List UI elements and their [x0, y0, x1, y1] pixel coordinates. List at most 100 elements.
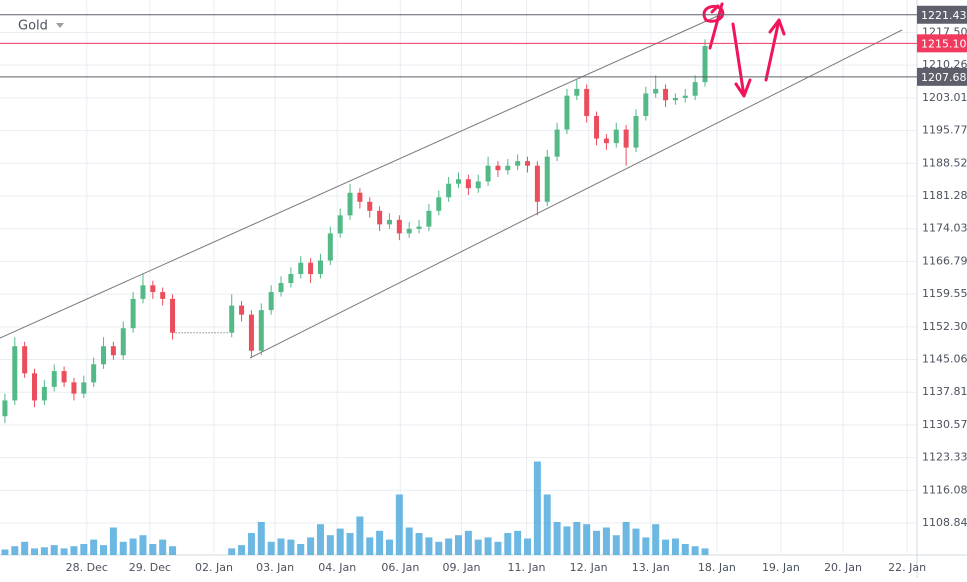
volume-bar	[100, 545, 108, 555]
volume-bar	[40, 547, 48, 555]
volume-bar	[139, 535, 147, 555]
volume-bar	[455, 535, 462, 555]
volume-bar	[425, 537, 433, 555]
volume-bar	[691, 546, 699, 555]
volume-bar	[70, 546, 78, 555]
candle-body	[495, 165, 501, 171]
candle-body	[258, 310, 264, 351]
x-tick-label: 03. Jan	[256, 561, 294, 574]
volume-bar	[316, 524, 324, 555]
volume-bar	[395, 494, 403, 555]
candle-body	[426, 210, 432, 227]
price-label: 1221.43	[921, 9, 967, 22]
volume-bar	[356, 516, 364, 555]
candle-body	[22, 346, 28, 374]
candle-body	[377, 210, 383, 225]
volume-bar	[632, 528, 640, 555]
candle-body	[101, 346, 107, 365]
volume-bar	[1, 549, 9, 555]
candle-body	[91, 364, 97, 383]
candle-body	[574, 88, 580, 96]
y-tick-label: 1166.79	[922, 254, 967, 267]
volume-bar	[31, 548, 39, 555]
candle-body	[653, 88, 659, 94]
candle-body	[534, 165, 540, 202]
volume-bar	[257, 522, 265, 555]
y-tick-label: 1188.52	[922, 156, 967, 169]
volume-bar	[583, 524, 591, 555]
volume-bar	[553, 522, 561, 555]
candle-body	[564, 95, 570, 130]
candle-body	[643, 93, 649, 117]
candle-body	[633, 116, 639, 148]
candle-body	[160, 292, 166, 299]
volume-bar	[159, 539, 167, 555]
candle-body	[505, 165, 511, 171]
y-tick-label: 1130.57	[922, 418, 967, 431]
y-tick-label: 1152.30	[922, 320, 967, 333]
y-tick-label: 1174.03	[922, 222, 967, 235]
volume-bar	[573, 522, 581, 555]
x-tick-label: 22. Jan	[888, 561, 926, 574]
x-tick-label: 11. Jan	[508, 561, 546, 574]
candle-body	[32, 373, 38, 401]
volume-bar	[277, 538, 285, 555]
price-label-box	[917, 34, 967, 53]
volume-bar	[445, 538, 453, 555]
volume-bar	[681, 544, 689, 555]
candle-body	[229, 305, 235, 333]
volume-bar	[642, 537, 650, 555]
candle-body	[544, 156, 550, 202]
y-tick-label: 1203.01	[922, 91, 967, 104]
volume-bar	[228, 548, 236, 555]
volume-bar	[267, 541, 275, 555]
x-tick-label: 02. Jan	[195, 561, 233, 574]
x-tick-label: 18. Jan	[698, 561, 736, 574]
volume-bar	[11, 546, 19, 555]
candle-body	[692, 82, 698, 96]
volume-bar	[119, 541, 127, 555]
candle-body	[584, 88, 590, 117]
volume-bar	[385, 539, 393, 555]
candle-body	[357, 192, 363, 202]
stroke	[708, 2, 724, 50]
volume-bar	[346, 533, 354, 555]
candle-body	[613, 129, 619, 144]
candle-body	[41, 386, 47, 401]
candle-body	[475, 181, 481, 189]
chart-title: Gold	[18, 19, 48, 34]
candle-body	[170, 298, 176, 333]
candle-body	[2, 400, 8, 417]
candle-body	[71, 382, 77, 394]
volume-bar	[376, 530, 384, 555]
y-tick-label: 1195.77	[922, 124, 967, 137]
candle-body	[525, 161, 531, 166]
volume-bar	[464, 530, 472, 555]
candle-body	[515, 161, 521, 166]
y-tick-label: 1137.81	[922, 385, 967, 398]
volume-layer	[1, 461, 709, 555]
candle-body	[248, 314, 254, 351]
candle-body	[51, 371, 57, 387]
volume-bar	[484, 537, 492, 555]
candle-body	[406, 228, 412, 234]
volume-bar	[533, 461, 541, 555]
loop	[702, 4, 725, 23]
volume-bar	[474, 539, 482, 555]
volume-bar	[514, 530, 522, 555]
candle-body	[416, 226, 422, 229]
candle-body	[12, 346, 18, 401]
volume-bar	[307, 537, 315, 555]
volume-bar	[80, 544, 88, 555]
price-label: 1207.68	[921, 71, 967, 84]
volume-bar	[543, 494, 551, 555]
candle-body	[682, 95, 688, 98]
candle-body	[278, 283, 284, 293]
volume-bar	[504, 533, 512, 555]
volume-bar	[247, 533, 255, 555]
candle-body	[81, 382, 87, 394]
candle-body	[61, 371, 67, 383]
candle-body	[150, 285, 156, 293]
candle-body	[663, 88, 669, 101]
